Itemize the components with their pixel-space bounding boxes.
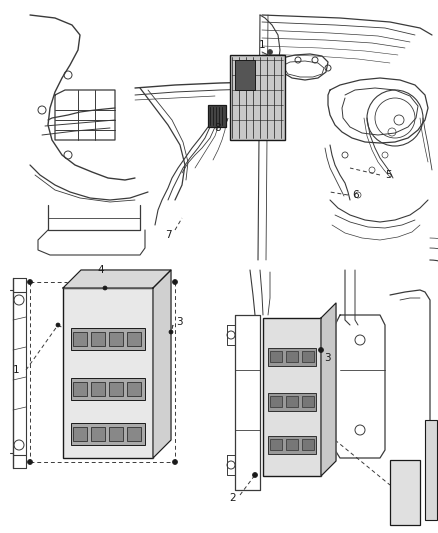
Text: 3: 3 [324, 353, 330, 363]
Bar [268, 348, 316, 366]
Circle shape [103, 286, 107, 290]
Bar [390, 460, 420, 525]
Bar [268, 393, 316, 411]
Bar [73, 427, 87, 441]
Circle shape [252, 472, 258, 478]
Circle shape [268, 50, 272, 54]
Bar [73, 382, 87, 396]
Bar [302, 396, 314, 407]
Bar [286, 351, 298, 362]
Text: 4: 4 [98, 265, 104, 275]
Text: 2: 2 [230, 493, 237, 503]
Bar [63, 288, 153, 458]
Bar [127, 427, 141, 441]
Text: 1: 1 [259, 40, 265, 50]
Circle shape [56, 323, 60, 327]
Bar [109, 382, 123, 396]
Bar [109, 332, 123, 346]
Bar [208, 105, 226, 127]
Circle shape [28, 279, 32, 285]
Bar [73, 332, 87, 346]
Bar [286, 439, 298, 450]
Bar [127, 332, 141, 346]
Bar [302, 351, 314, 362]
Bar [425, 420, 437, 520]
Bar [71, 423, 145, 445]
Circle shape [318, 348, 324, 352]
Text: 8: 8 [215, 123, 221, 133]
Polygon shape [321, 303, 336, 476]
Circle shape [173, 459, 177, 464]
Bar [230, 55, 285, 140]
Bar [91, 427, 105, 441]
Bar [286, 396, 298, 407]
Bar [263, 318, 321, 476]
Bar [71, 328, 145, 350]
Circle shape [173, 279, 177, 285]
Bar [302, 439, 314, 450]
Text: 5: 5 [385, 170, 391, 180]
Bar [109, 427, 123, 441]
Bar [235, 60, 255, 90]
Text: 7: 7 [165, 230, 171, 240]
Bar [91, 332, 105, 346]
Bar [71, 378, 145, 400]
Bar [91, 382, 105, 396]
Bar [127, 382, 141, 396]
Polygon shape [153, 270, 171, 458]
Text: 6: 6 [353, 190, 359, 200]
Bar [270, 396, 282, 407]
Bar [270, 351, 282, 362]
Bar [270, 439, 282, 450]
Text: 3: 3 [176, 317, 182, 327]
Text: 1: 1 [13, 365, 19, 375]
Circle shape [169, 330, 173, 334]
Circle shape [28, 459, 32, 464]
Polygon shape [63, 270, 171, 288]
Bar [268, 436, 316, 454]
